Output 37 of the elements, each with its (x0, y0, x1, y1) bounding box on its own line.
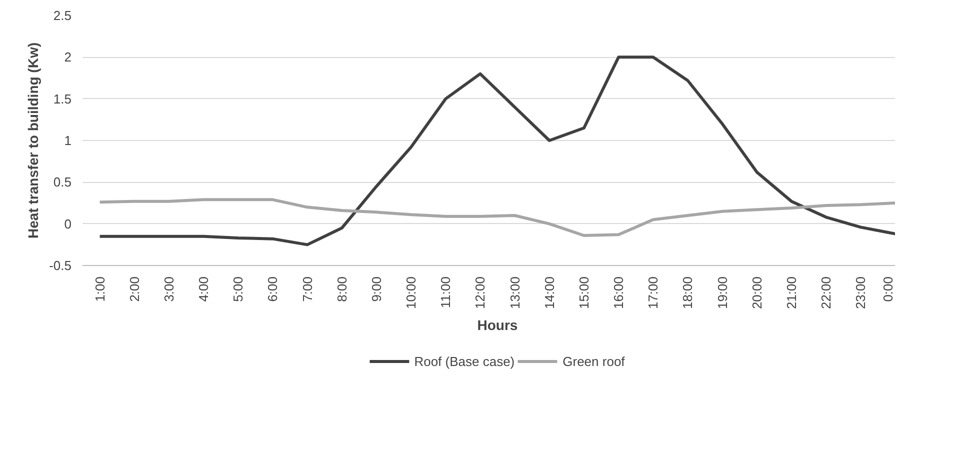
x-tick-label: 9:00 (368, 276, 384, 302)
x-tick-label: 10:00 (404, 276, 419, 310)
x-tick-label: 0:00 (880, 276, 896, 302)
y-axis-title: Heat transfer to building (Kw) (25, 42, 42, 238)
x-tick-label: 4:00 (196, 276, 212, 302)
x-tick-label: 21:00 (784, 276, 799, 310)
x-tick-label: 15:00 (576, 276, 592, 310)
x-tick-label: 14:00 (542, 276, 557, 310)
line-series (98, 198, 895, 237)
legend-label: Green roof (562, 354, 625, 368)
x-tick-label: 3:00 (161, 276, 176, 302)
x-tick-label: 12:00 (472, 276, 488, 310)
x-tick-label: 19:00 (714, 276, 730, 310)
y-tick-label: 0 (64, 216, 72, 232)
x-tick-label: 11:00 (438, 276, 454, 308)
x-tick-label: 6:00 (265, 276, 280, 302)
x-tick-label: 18:00 (680, 276, 696, 310)
x-tick-label: 16:00 (611, 276, 626, 310)
legend-label: Roof (Base case) (414, 354, 515, 368)
x-tick-label: 7:00 (300, 276, 315, 302)
x-axis-title: Hours (477, 317, 518, 334)
x-tick-label: 1:00 (92, 276, 108, 302)
y-tick-label: 1.5 (53, 91, 72, 106)
x-tick-label: 20:00 (749, 276, 764, 310)
x-tick-label: 8:00 (334, 276, 350, 302)
y-tick-label: 2 (64, 50, 72, 65)
x-tick-label: 5:00 (230, 276, 246, 302)
y-tick-label: 0.5 (53, 174, 72, 190)
x-tick-label: 2:00 (126, 276, 142, 302)
y-tick-label: -0.5 (49, 258, 72, 273)
line-series (98, 56, 895, 246)
y-tick-label: 2.5 (53, 8, 72, 23)
x-tick-label: 13:00 (507, 276, 522, 310)
x-tick-label: 22:00 (818, 276, 834, 310)
x-tick-label: 23:00 (853, 276, 868, 310)
y-tick-label: 1 (64, 133, 72, 148)
x-tick-label: 17:00 (646, 276, 661, 310)
